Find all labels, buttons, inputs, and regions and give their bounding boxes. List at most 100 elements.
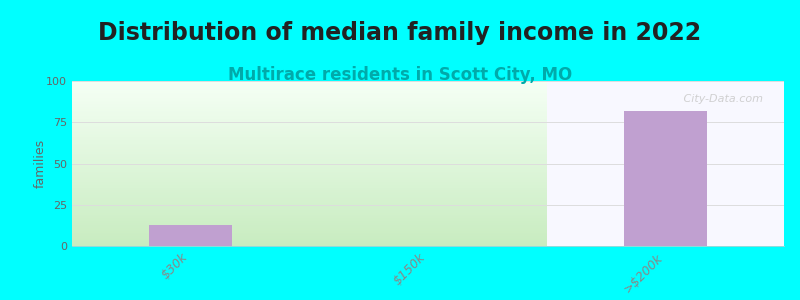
Bar [72, 158, 546, 160]
Bar [72, 164, 546, 165]
Bar [72, 98, 546, 99]
Bar [72, 152, 546, 154]
Bar [72, 91, 546, 92]
Bar [72, 86, 546, 88]
Bar [72, 213, 546, 215]
Bar [72, 208, 546, 210]
Bar [72, 231, 546, 233]
Bar [72, 211, 546, 213]
Bar [72, 193, 546, 195]
Bar [624, 111, 707, 246]
Bar [72, 130, 546, 132]
Bar [72, 134, 546, 135]
Bar [72, 92, 546, 94]
Bar [72, 162, 546, 164]
Bar [72, 223, 546, 224]
Bar [72, 198, 546, 200]
Bar [72, 183, 546, 185]
Bar [72, 127, 546, 129]
Bar [72, 84, 546, 86]
Bar [72, 191, 546, 193]
Bar [72, 117, 546, 119]
Bar [72, 112, 546, 114]
Bar [72, 235, 546, 236]
Bar [72, 154, 546, 155]
Bar [72, 203, 546, 205]
Bar [72, 187, 546, 188]
Bar [72, 94, 546, 96]
Bar [72, 122, 546, 124]
Bar [72, 106, 546, 107]
Bar [72, 230, 546, 231]
Bar [72, 172, 546, 173]
Text: City-Data.com: City-Data.com [673, 94, 762, 104]
Bar [72, 107, 546, 109]
Bar [72, 233, 546, 235]
Bar [72, 220, 546, 221]
Bar [72, 82, 546, 84]
Bar [72, 210, 546, 211]
Bar [72, 155, 546, 157]
Bar [72, 168, 546, 170]
Bar [72, 111, 546, 112]
Bar [72, 177, 546, 178]
Bar [72, 218, 546, 220]
Bar [72, 150, 546, 152]
Bar [72, 109, 546, 111]
Bar [72, 101, 546, 102]
Bar [72, 206, 546, 208]
Bar [149, 224, 232, 246]
Bar [72, 135, 546, 137]
Bar [72, 147, 546, 148]
Bar [72, 125, 546, 127]
Bar [72, 96, 546, 98]
Bar [72, 243, 546, 244]
Bar [72, 175, 546, 177]
Bar [72, 221, 546, 223]
Bar [72, 114, 546, 116]
Bar [72, 160, 546, 162]
Bar [72, 244, 546, 246]
Bar [72, 148, 546, 150]
Bar [72, 239, 546, 241]
Bar [72, 205, 546, 206]
Bar [72, 216, 546, 218]
Bar [72, 196, 546, 198]
Bar [72, 238, 546, 239]
Bar [72, 185, 546, 187]
Bar [72, 116, 546, 117]
Bar [72, 129, 546, 130]
Bar [72, 190, 546, 191]
Bar [72, 119, 546, 121]
Bar [72, 173, 546, 175]
Bar [72, 142, 546, 144]
Bar [72, 81, 546, 82]
Bar [72, 215, 546, 216]
Bar [72, 140, 546, 142]
Bar [72, 121, 546, 122]
Bar [72, 188, 546, 190]
Bar [72, 157, 546, 158]
Bar [72, 99, 546, 101]
Bar [72, 139, 546, 140]
Bar [72, 145, 546, 147]
Y-axis label: families: families [34, 139, 47, 188]
Bar [72, 170, 546, 172]
Bar [72, 137, 546, 139]
Bar [72, 124, 546, 125]
Bar [72, 132, 546, 134]
Bar [72, 89, 546, 91]
Bar [72, 167, 546, 168]
Bar [72, 224, 546, 226]
Bar [72, 182, 546, 183]
Bar [546, 81, 784, 246]
Bar [72, 180, 546, 182]
Bar [72, 228, 546, 230]
Bar [72, 102, 546, 104]
Bar [72, 144, 546, 145]
Bar [72, 200, 546, 202]
Bar [72, 202, 546, 203]
Bar [72, 236, 546, 238]
Bar [72, 178, 546, 180]
Bar [72, 165, 546, 167]
